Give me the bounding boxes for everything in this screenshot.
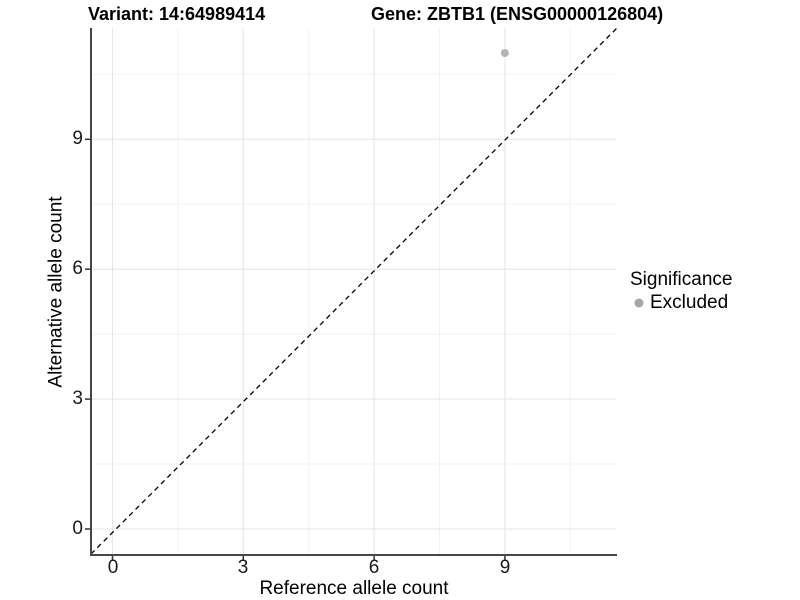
identity-reference-line [90, 26, 619, 555]
y-tick-label-9: 9 [72, 128, 83, 149]
plot-title-variant: Variant: 14:64989414 [88, 4, 266, 24]
legend-point-icon [634, 298, 644, 308]
legend: Significance Excluded [628, 268, 800, 314]
y-tick-label-0: 0 [72, 518, 83, 539]
x-axis-title: Reference allele count [259, 578, 449, 599]
plot-title-gene: Gene: ZBTB1 (ENSG00000126804) [371, 4, 664, 24]
x-tick-label-9: 9 [499, 557, 511, 578]
y-axis-title: Alternative allele count [45, 196, 67, 388]
legend-item-label: Excluded [650, 292, 729, 313]
data-point-excluded [500, 49, 509, 57]
legend-title: Significance [630, 269, 733, 290]
x-tick-label-3: 3 [237, 557, 249, 578]
y-tick-label-3: 3 [72, 388, 83, 409]
y-tick-label-6: 6 [72, 258, 83, 279]
legend-item-excluded: Excluded [633, 292, 800, 314]
x-tick-marks [111, 556, 506, 561]
grid-major [91, 28, 616, 555]
grid-minor [91, 28, 616, 555]
x-tick-label-6: 6 [368, 557, 380, 578]
y-tick-marks [85, 138, 90, 530]
x-tick-label-0: 0 [107, 557, 119, 578]
